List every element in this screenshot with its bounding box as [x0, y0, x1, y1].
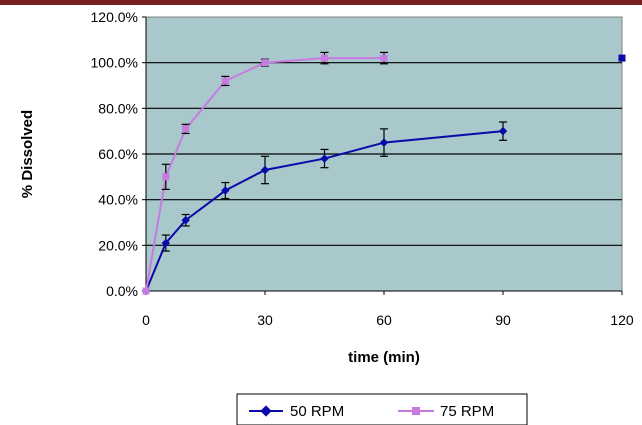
series-2: [142, 51, 388, 295]
data-point: [182, 125, 190, 133]
data-point: [380, 54, 388, 62]
series-layer: [141, 51, 626, 296]
x-tick-label: 0: [142, 312, 150, 328]
x-tick-label: 30: [257, 312, 273, 328]
legend-box: [236, 393, 528, 425]
y-tick-label: 60.0%: [98, 146, 138, 162]
x-tick-labels: 0 30 60 90 120: [142, 291, 634, 328]
data-point: [221, 186, 230, 195]
y-tick-label: 80.0%: [98, 100, 138, 116]
series-1: [141, 121, 508, 296]
series-3: [618, 54, 626, 62]
y-tick-label: 20.0%: [98, 237, 138, 253]
legend-marker-75rpm: [412, 407, 420, 415]
top-accent-rule: [0, 0, 642, 5]
data-point: [320, 154, 329, 163]
data-point: [221, 77, 229, 85]
legend-label-50rpm: 50 RPM: [290, 403, 344, 420]
data-point: [161, 238, 171, 248]
x-tick-label: 90: [495, 312, 511, 328]
data-point: [261, 59, 269, 67]
data-point: [321, 54, 328, 62]
y-tick-label: 100.0%: [91, 55, 138, 71]
series-line: [145, 130, 504, 292]
data-point: [181, 215, 190, 225]
data-point: [260, 165, 270, 175]
legend-marker-50rpm: [260, 405, 272, 417]
y-tick-labels: 0.0% 20.0% 40.0% 60.0% 80.0% 100.0% 120.0%: [91, 9, 146, 299]
y-axis-title: % Dissolved: [19, 110, 36, 198]
y-tick-label: 0.0%: [106, 283, 138, 299]
data-point: [142, 287, 150, 295]
x-tick-label: 120: [610, 312, 634, 328]
x-axis-title: time (min): [348, 349, 420, 366]
x-tick-label: 60: [376, 312, 392, 328]
data-point: [379, 138, 389, 147]
data-point: [618, 54, 626, 62]
data-point: [162, 173, 170, 181]
data-point: [498, 126, 508, 136]
y-tick-label: 40.0%: [98, 192, 138, 208]
legend: 50 RPM 75 RPM: [236, 393, 528, 425]
legend-label-75rpm: 75 RPM: [440, 403, 494, 420]
y-tick-label: 120.0%: [91, 9, 138, 25]
